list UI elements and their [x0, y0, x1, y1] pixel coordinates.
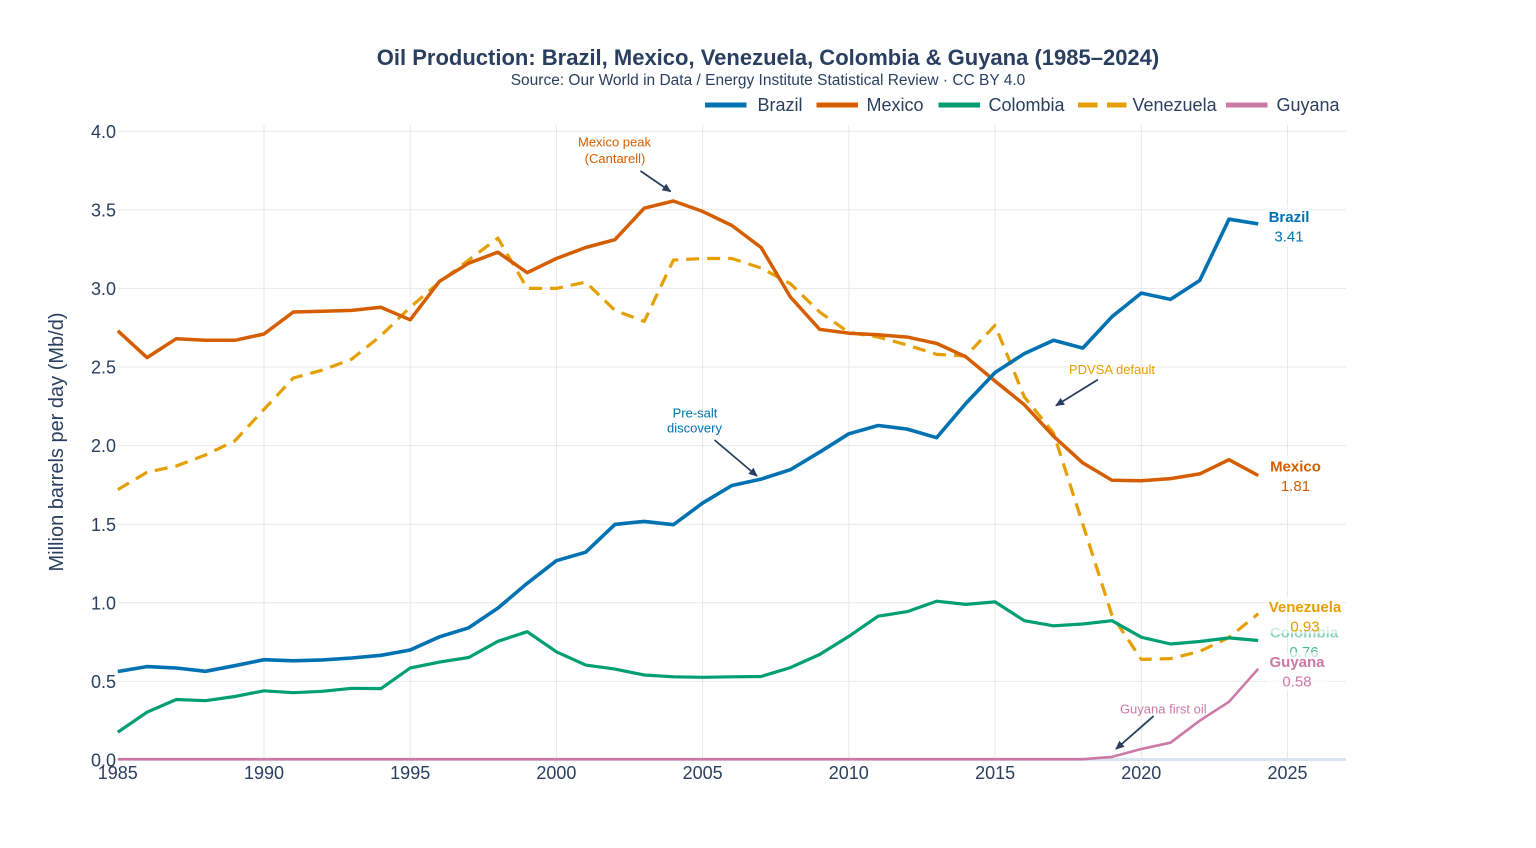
svg-text:1.5: 1.5 [91, 515, 116, 535]
svg-text:4.0: 4.0 [91, 122, 116, 142]
svg-text:(Cantarell): (Cantarell) [585, 151, 646, 166]
svg-text:Brazil: Brazil [758, 95, 803, 115]
svg-text:2005: 2005 [683, 763, 723, 783]
svg-text:3.0: 3.0 [91, 279, 116, 299]
svg-text:1.81: 1.81 [1281, 478, 1310, 495]
svg-text:Guyana first oil: Guyana first oil [1120, 702, 1207, 717]
svg-text:0.93: 0.93 [1290, 618, 1319, 635]
svg-text:Venezuela: Venezuela [1133, 95, 1218, 115]
svg-text:2015: 2015 [975, 763, 1015, 783]
svg-text:1.0: 1.0 [91, 593, 116, 613]
svg-text:Oil Production: Brazil, Mexico: Oil Production: Brazil, Mexico, Venezuel… [377, 45, 1159, 70]
svg-text:Guyana: Guyana [1277, 95, 1341, 115]
svg-text:1995: 1995 [390, 763, 430, 783]
svg-text:Mexico: Mexico [1270, 459, 1321, 476]
svg-text:Mexico: Mexico [867, 95, 924, 115]
svg-text:1990: 1990 [244, 763, 284, 783]
svg-text:0.5: 0.5 [91, 672, 116, 692]
svg-text:3.41: 3.41 [1274, 228, 1303, 245]
svg-text:Source: Our World in Data / En: Source: Our World in Data / Energy Insti… [511, 72, 1026, 89]
svg-text:PDVSA default: PDVSA default [1069, 362, 1155, 377]
svg-text:0.0: 0.0 [91, 751, 116, 771]
svg-text:2.0: 2.0 [91, 436, 116, 456]
svg-text:discovery: discovery [667, 420, 722, 435]
svg-text:Colombia: Colombia [989, 95, 1066, 115]
svg-text:2020: 2020 [1121, 763, 1161, 783]
svg-text:2025: 2025 [1267, 763, 1307, 783]
svg-text:2010: 2010 [829, 763, 869, 783]
svg-text:Guyana: Guyana [1269, 654, 1325, 671]
svg-text:1985: 1985 [98, 763, 138, 783]
svg-text:Million barrels per day (Mb/d): Million barrels per day (Mb/d) [46, 313, 68, 572]
svg-text:Pre-salt: Pre-salt [673, 406, 718, 421]
svg-text:Brazil: Brazil [1269, 209, 1310, 226]
svg-text:Venezuela: Venezuela [1269, 599, 1342, 616]
svg-text:3.5: 3.5 [91, 200, 116, 220]
svg-text:2000: 2000 [536, 763, 576, 783]
svg-text:0.58: 0.58 [1282, 673, 1311, 690]
svg-text:Mexico peak: Mexico peak [578, 135, 651, 150]
svg-text:2.5: 2.5 [91, 358, 116, 378]
